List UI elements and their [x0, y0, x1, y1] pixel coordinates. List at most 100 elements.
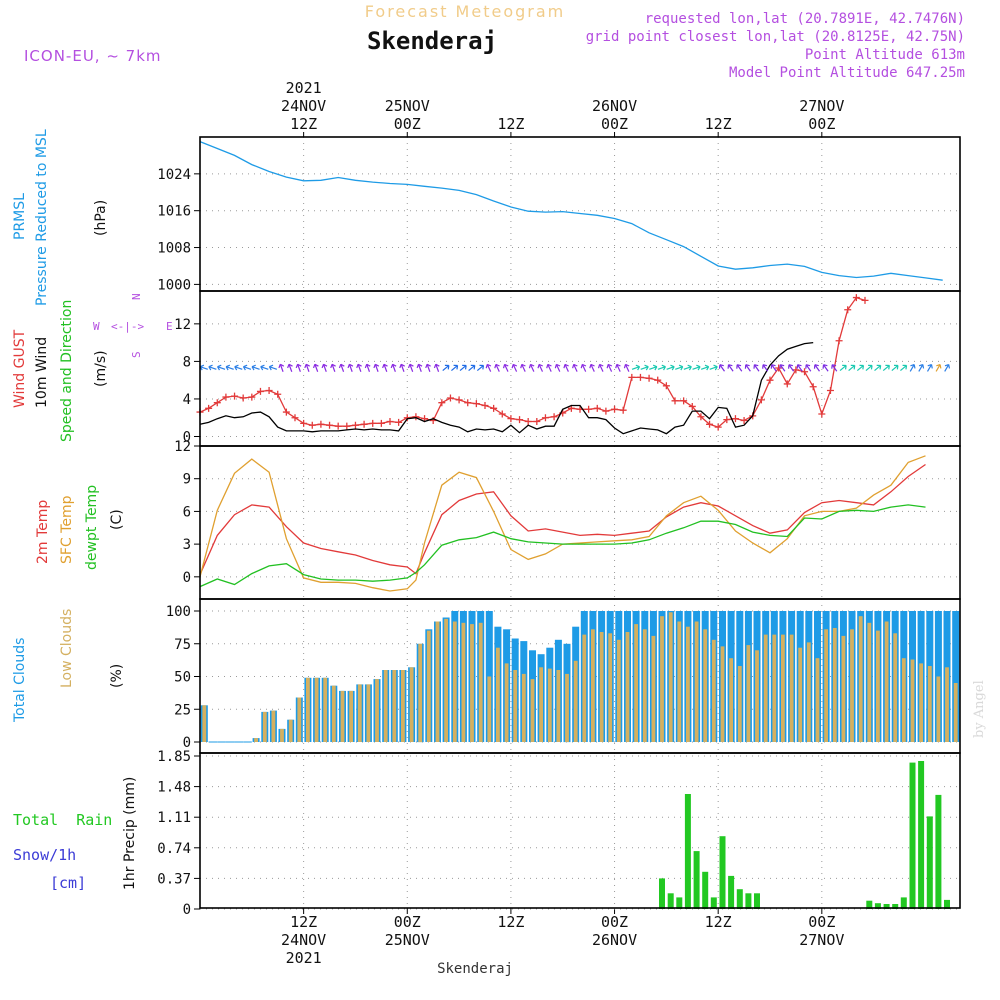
wind-gust-marker [239, 394, 247, 402]
low-clouds-bar [573, 660, 578, 742]
wind-direction-arrow [468, 364, 476, 372]
wind-direction-arrow [242, 364, 252, 371]
wind-direction-arrow [433, 363, 440, 372]
low-clouds-bar [910, 659, 915, 742]
low-clouds-bar [426, 630, 431, 742]
time-label-bottom: 26NOV [592, 931, 637, 949]
wind-gust-marker [801, 368, 809, 376]
wind-direction-arrow [217, 364, 226, 371]
total-rain-label: Total Rain [13, 811, 112, 829]
wind-direction-arrow [589, 363, 595, 372]
wind-direction-arrow [813, 364, 820, 372]
wind-direction-arrow [918, 363, 925, 372]
wind-direction-arrow [935, 363, 942, 372]
wind-gust-marker [231, 392, 239, 400]
time-label-bottom: 12Z [705, 913, 732, 931]
wind-direction-arrow [494, 363, 500, 372]
wind-direction-arrow [347, 363, 354, 372]
low-clouds-bar [927, 666, 932, 742]
low-clouds-bar [686, 626, 690, 742]
wind-gust-marker [326, 421, 334, 429]
wind-direction-arrow [692, 364, 701, 371]
low-clouds-bar [901, 658, 906, 742]
rain-bars [200, 761, 960, 909]
low-clouds-bar [919, 663, 923, 742]
wind-gust-marker [740, 417, 748, 425]
low-clouds-bar [703, 629, 708, 742]
rain-bar [900, 897, 907, 909]
wind-direction-arrow [502, 363, 509, 372]
rain-bar [719, 836, 726, 909]
footer-location: Skenderaj [437, 961, 513, 977]
wind-direction-arrow [787, 364, 795, 372]
y-tick-label: 3 [183, 537, 191, 553]
low-clouds-bar [634, 624, 638, 742]
wind-gust-marker [395, 418, 403, 426]
low-clouds-bar [323, 677, 328, 742]
wind-gust-marker [731, 415, 739, 423]
wind-gust-marker [446, 394, 454, 402]
compass-rose: W <-|-> E N S [93, 293, 173, 358]
model-point-altitude: Model Point Altitude 647.25m [729, 65, 965, 81]
low-clouds-bar [746, 645, 751, 742]
wind-gust-marker [792, 366, 800, 374]
wind-direction-arrow [520, 363, 526, 372]
wind-gust-marker [533, 417, 541, 425]
wind-direction-arrow [268, 364, 278, 371]
cloud-unit: (%) [109, 664, 125, 688]
wind-direction-arrow [736, 364, 743, 372]
low-clouds-bar [789, 634, 794, 742]
time-label-top: 12Z [290, 115, 317, 133]
wind-gust-marker [628, 373, 636, 381]
panel-frame [199, 445, 961, 600]
wind-gust-marker [662, 382, 670, 390]
wind-gust-marker [636, 373, 644, 381]
y-tick-label: 0 [183, 570, 191, 586]
wind-direction-arrow [709, 364, 718, 371]
wind-dir-label: Speed and Direction [59, 300, 75, 442]
rain-bar [684, 794, 691, 909]
low-clouds-bar [288, 719, 293, 742]
author-credit: by Angel [972, 680, 987, 738]
wind-gust-marker [507, 415, 515, 423]
time-label-top: 25NOV [385, 97, 430, 115]
low-clouds-bar [608, 633, 613, 742]
low-clouds-bar [884, 621, 889, 742]
rain-bar [883, 904, 890, 909]
wind-direction-arrow [382, 363, 388, 372]
wind-direction-arrow [234, 364, 243, 371]
panel-2: 0 4 8 12 [174, 291, 960, 446]
time-label-bottom: 00Z [394, 913, 421, 931]
rain-bar [667, 893, 674, 909]
low-clouds-bar [314, 677, 319, 742]
low-clouds-bar [763, 634, 768, 742]
rain-bar [676, 897, 683, 909]
rain-bar [745, 893, 752, 909]
low-clouds-bar [366, 684, 371, 742]
y-tick-label: 0 [183, 429, 191, 445]
wind-direction-arrow [356, 363, 362, 372]
wind-direction-arrow [700, 364, 710, 371]
low-clouds-label: Low Clouds [59, 609, 75, 688]
time-label-bottom: 12Z [497, 913, 524, 931]
y-tick-label: 1.11 [157, 810, 191, 826]
time-label-bottom: 00Z [601, 913, 628, 931]
low-clouds-bar [435, 621, 440, 742]
rain-bar [693, 851, 700, 909]
low-clouds-bar [858, 616, 863, 742]
rain-bar [909, 762, 916, 909]
wind-gust-label: Wind GUST [12, 329, 28, 408]
rain-bar [944, 899, 950, 909]
time-label-top: 12Z [705, 115, 732, 133]
wind-gust-marker [256, 387, 264, 395]
low-clouds-bar [953, 683, 958, 742]
wind-gust-marker [654, 376, 662, 384]
wind-gust-marker [481, 402, 489, 410]
low-clouds-bar [306, 677, 310, 742]
wind-gust-marker [360, 420, 368, 428]
temp-dewpt-line [199, 504, 926, 588]
total-clouds-label: Total Clouds [12, 638, 28, 723]
low-clouds-bar [452, 621, 457, 742]
y-tick-label: 0 [183, 902, 191, 918]
low-clouds-bar [867, 622, 872, 742]
